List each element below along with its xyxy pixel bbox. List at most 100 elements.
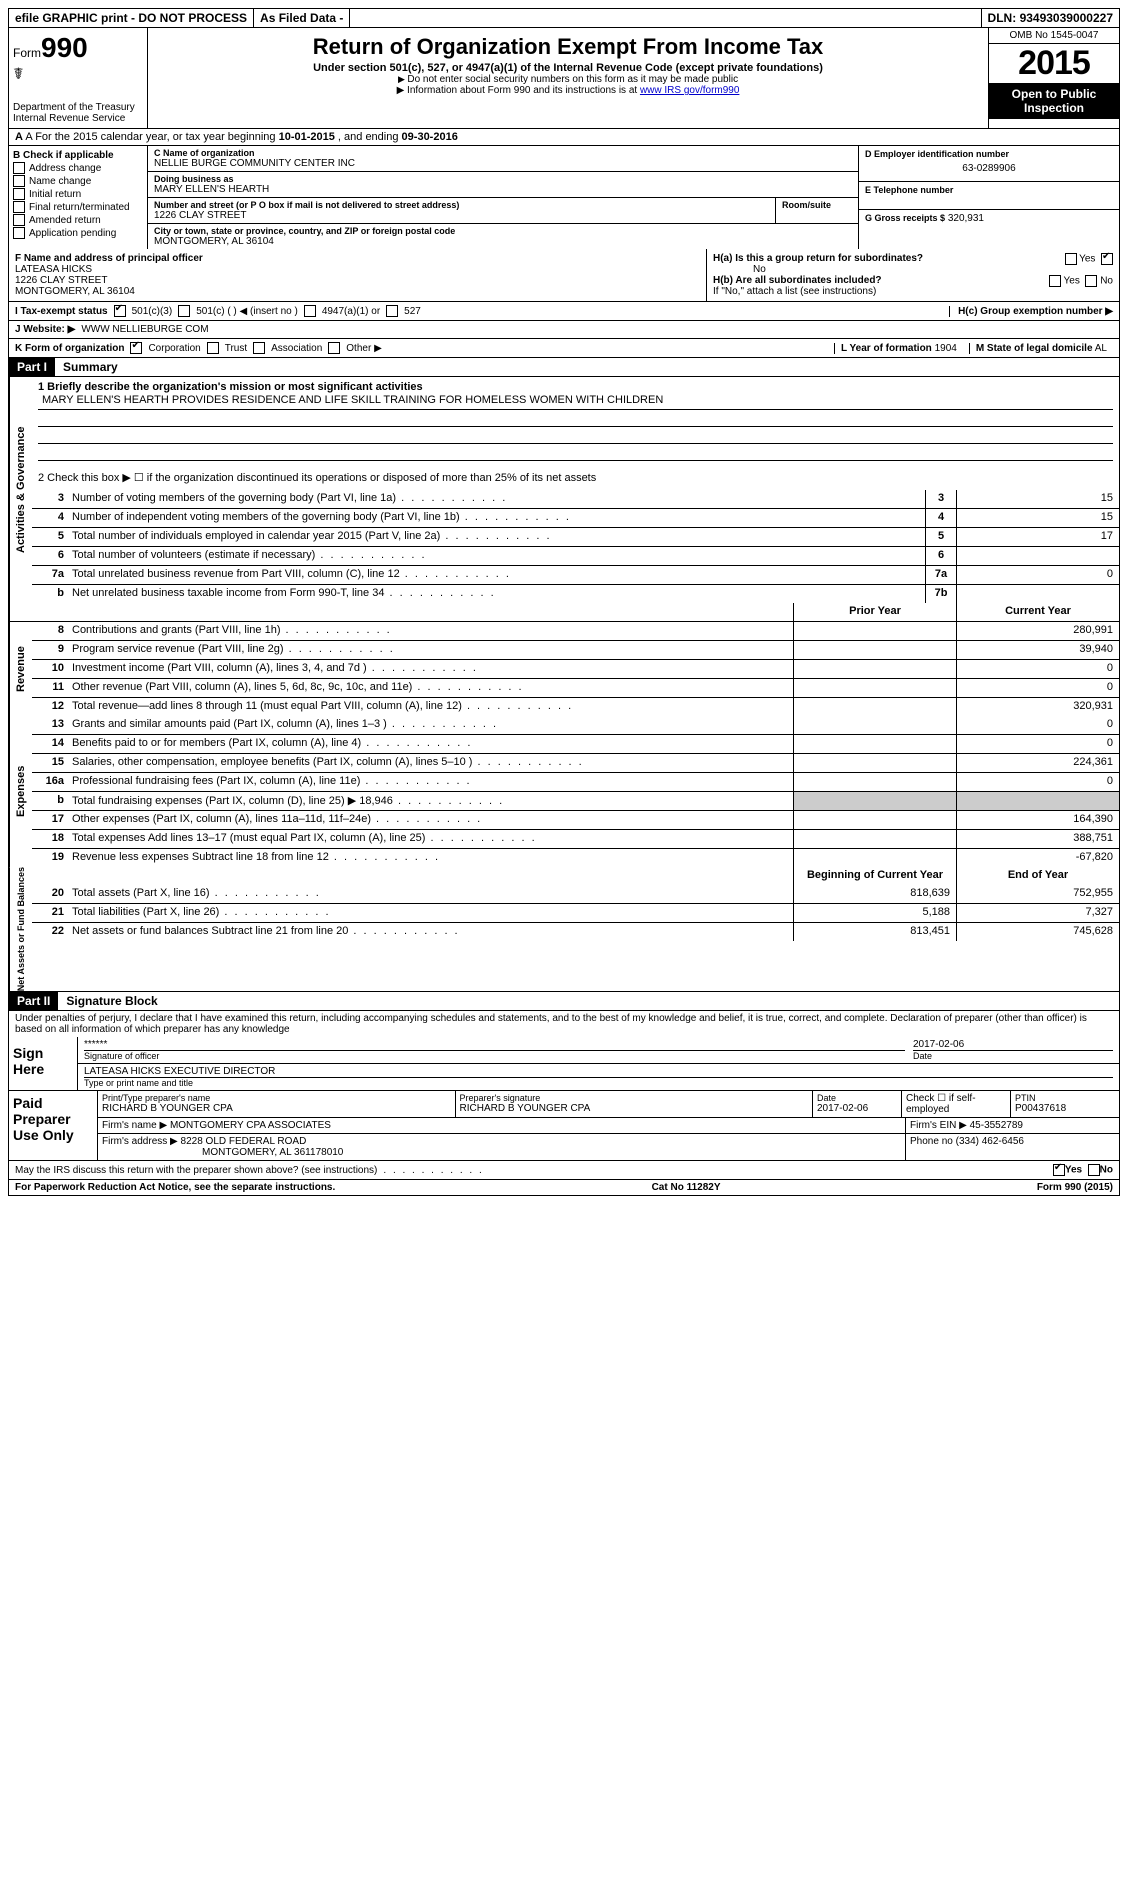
data-row: 19 Revenue less expenses Subtract line 1… [32, 849, 1119, 867]
data-row: 14 Benefits paid to or for members (Part… [32, 735, 1119, 754]
row-num: 9 [32, 641, 68, 659]
chk-amended[interactable]: Amended return [13, 214, 143, 226]
row-num: 12 [32, 698, 68, 716]
gov-row: 6 Total number of volunteers (estimate i… [32, 547, 1119, 566]
hb-yes-chk[interactable] [1049, 275, 1061, 287]
org-name-cell: C Name of organization NELLIE BURGE COMM… [148, 146, 858, 172]
chk-final[interactable]: Final return/terminated [13, 201, 143, 213]
row-desc: Total liabilities (Part X, line 26) [68, 904, 793, 922]
row-desc: Grants and similar amounts paid (Part IX… [68, 716, 793, 734]
chk-4947[interactable] [304, 305, 316, 317]
row-klm: K Form of organization Corporation Trust… [8, 339, 1120, 358]
street-lbl: Number and street (or P O box if mail is… [154, 200, 769, 210]
gov-row: 4 Number of independent voting members o… [32, 509, 1119, 528]
data-row: 12 Total revenue—add lines 8 through 11 … [32, 698, 1119, 716]
row-num: 21 [32, 904, 68, 922]
chk-corp[interactable] [130, 342, 142, 354]
gross-lbl: G Gross receipts $ [865, 213, 945, 223]
tax-end: 09-30-2016 [402, 131, 458, 143]
chk-assoc[interactable] [253, 342, 265, 354]
part-i-title: Summary [55, 358, 126, 376]
top-bar: efile GRAPHIC print - DO NOT PROCESS As … [8, 8, 1120, 28]
data-row: 20 Total assets (Part X, line 16) 818,63… [32, 885, 1119, 904]
ein-cell: D Employer identification number 63-0289… [859, 146, 1119, 182]
chk-501c[interactable] [178, 305, 190, 317]
col-b: B Check if applicable Address change Nam… [9, 146, 148, 249]
header-mid: Return of Organization Exempt From Incom… [148, 28, 988, 128]
dba-lbl: Doing business as [154, 174, 852, 184]
city-lbl: City or town, state or province, country… [154, 226, 852, 236]
exp-section: Expenses 13 Grants and similar amounts p… [8, 716, 1120, 867]
chk-trust[interactable] [207, 342, 219, 354]
row-a-pre: A For the 2015 calendar year, or tax yea… [25, 131, 278, 143]
tel-lbl: E Telephone number [865, 185, 1113, 195]
discuss-q: May the IRS discuss this return with the… [15, 1165, 377, 1176]
chk-527[interactable] [386, 305, 398, 317]
topbar-spacer [350, 9, 981, 27]
chk-address[interactable]: Address change [13, 162, 143, 174]
dln-cell: DLN: 93493039000227 [982, 9, 1119, 27]
hc-lbl: H(c) Group exemption number ▶ [958, 306, 1113, 317]
hdr-begin: Beginning of Current Year [793, 867, 956, 885]
footer-right: Form 990 (2015) [1037, 1182, 1113, 1193]
net-hdr: Net Assets or Fund Balances Beginning of… [8, 867, 1120, 992]
fein-lbl: Firm's EIN ▶ [910, 1120, 967, 1131]
prior-val [793, 698, 956, 716]
i-lbl: I Tax-exempt status [15, 306, 108, 317]
discuss-yes-chk[interactable] [1053, 1164, 1065, 1176]
irs-link[interactable]: www IRS gov/form990 [640, 85, 739, 96]
row-val [956, 585, 1119, 603]
row-val: 17 [956, 528, 1119, 546]
discuss-no-chk[interactable] [1088, 1164, 1100, 1176]
data-row: 18 Total expenses Add lines 13–17 (must … [32, 830, 1119, 849]
ha-lbl: H(a) Is this a group return for subordin… [713, 253, 923, 264]
rev-tab: Revenue [9, 622, 32, 716]
header-left: Form990 ☤ Department of the Treasury Int… [9, 28, 148, 128]
officer-name: LATEASA HICKS [15, 264, 700, 275]
part-ii-title: Signature Block [58, 992, 165, 1010]
row-box: 4 [925, 509, 956, 527]
l-val: 1904 [935, 343, 957, 354]
ptin-lbl: PTIN [1015, 1093, 1115, 1103]
row-desc: Total number of volunteers (estimate if … [68, 547, 925, 565]
gov-row: 5 Total number of individuals employed i… [32, 528, 1119, 547]
row-desc: Investment income (Part VIII, column (A)… [68, 660, 793, 678]
prior-val [793, 849, 956, 867]
pdate: 2017-02-06 [817, 1103, 897, 1114]
prior-val [793, 716, 956, 734]
row-desc: Total fundraising expenses (Part IX, col… [68, 792, 793, 810]
psig-lbl: Preparer's signature [460, 1093, 809, 1103]
m-lbl: M State of legal domicile [976, 343, 1093, 354]
row-num: 6 [32, 547, 68, 565]
curr-val: -67,820 [956, 849, 1119, 867]
form-header: Form990 ☤ Department of the Treasury Int… [8, 28, 1120, 129]
mission-blank-3 [38, 444, 1113, 461]
row-desc: Other revenue (Part VIII, column (A), li… [68, 679, 793, 697]
row-desc: Total expenses Add lines 13–17 (must equ… [68, 830, 793, 848]
chk-other[interactable] [328, 342, 340, 354]
data-row: 13 Grants and similar amounts paid (Part… [32, 716, 1119, 735]
chk-name[interactable]: Name change [13, 175, 143, 187]
tax-begin: 10-01-2015 [279, 131, 335, 143]
prior-val [793, 830, 956, 848]
chk-pending[interactable]: Application pending [13, 227, 143, 239]
curr-val: 164,390 [956, 811, 1119, 829]
data-row: b Total fundraising expenses (Part IX, c… [32, 792, 1119, 811]
hb-no-chk[interactable] [1085, 275, 1097, 287]
row-desc: Program service revenue (Part VIII, line… [68, 641, 793, 659]
form-prefix: Form [13, 46, 41, 60]
prior-val [793, 660, 956, 678]
chk-initial[interactable]: Initial return [13, 188, 143, 200]
row-desc: Net unrelated business taxable income fr… [68, 585, 925, 603]
row-num: 19 [32, 849, 68, 867]
firm: MONTGOMERY CPA ASSOCIATES [170, 1120, 331, 1131]
ha-yes-chk[interactable] [1065, 253, 1077, 265]
ha-no: No [713, 264, 1113, 275]
gross: 320,931 [948, 213, 984, 224]
col-deg: D Employer identification number 63-0289… [858, 146, 1119, 249]
chk-501c3[interactable] [114, 305, 126, 317]
row-desc: Total revenue—add lines 8 through 11 (mu… [68, 698, 793, 716]
header-right: OMB No 1545-0047 2015 Open to Public Ins… [988, 28, 1119, 128]
ha-no-chk[interactable] [1101, 253, 1113, 265]
hb-row: H(b) Are all subordinates included? Yes … [713, 275, 1113, 286]
